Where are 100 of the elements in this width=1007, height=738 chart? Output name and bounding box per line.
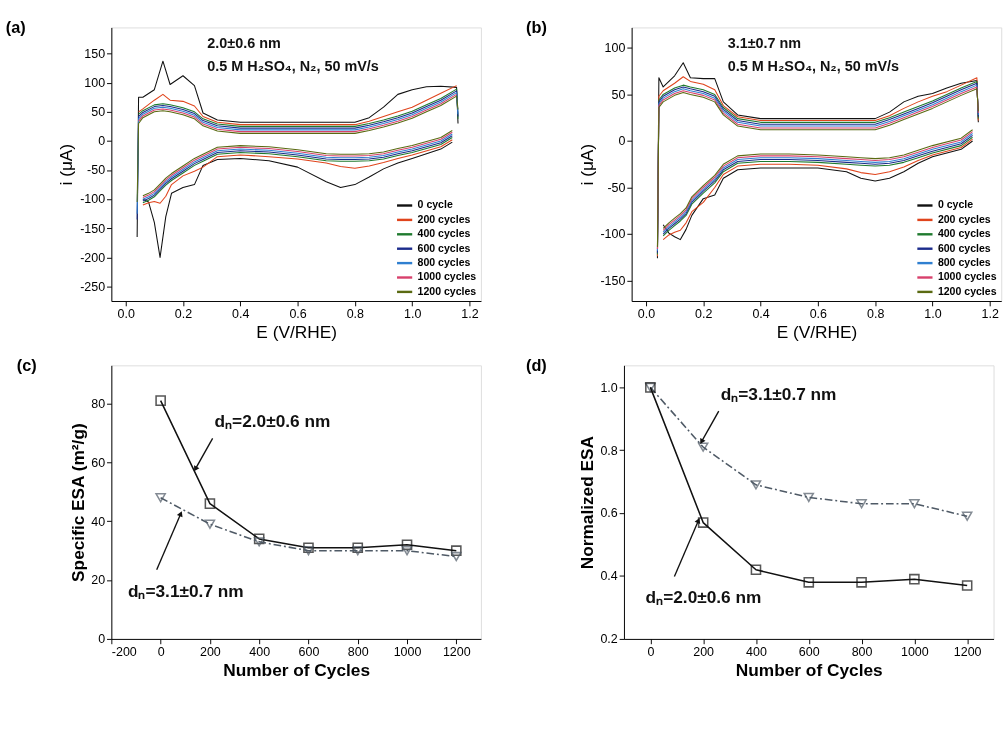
chart-title: (c) [16,356,37,375]
point [697,442,709,452]
point [803,577,815,588]
y-tick-label: 0.4 [600,569,618,584]
x-tick-label: 800 [347,644,369,659]
x-tick-label: 200 [693,644,715,659]
y-axis-title: Normalized ESA [576,435,597,570]
y-tick-label: -100 [80,192,106,207]
legend-label: 1200 cycles [937,284,997,297]
x-tick-label: 0.4 [752,306,770,321]
annotation: dₙ=2.0±0.6 nm [214,410,331,431]
annotation: 3.1±0.7 nm [727,34,802,51]
annotation: dₙ=2.0±0.6 nm [645,587,762,608]
y-tick-label: 40 [91,514,106,529]
y-tick-label: 0 [98,632,106,647]
legend-label: 0 cycle [937,198,974,211]
x-tick-label: 400 [249,644,271,659]
y-axis-title: i (μA) [576,143,597,186]
y-tick-label: 0.2 [600,632,618,647]
y-tick-label: 80 [91,396,106,411]
x-tick-label: 0.0 [637,306,656,321]
point [803,492,815,503]
y-tick-label: 60 [91,455,106,470]
x-tick-label: 1.0 [403,306,422,321]
y-tick-label: 0.6 [600,506,618,521]
point [750,564,762,576]
point [401,539,413,551]
legend-label: 400 cycles [937,227,991,240]
point [401,545,413,556]
x-tick-label: 800 [851,644,873,659]
x-tick-label: 0.8 [866,306,885,321]
point [204,498,216,509]
y-axis-title: Specific ESA (m²/g) [67,423,88,582]
y-tick-label: 1.0 [600,380,618,395]
x-tick-label: -200 [111,644,137,659]
x-tick-label: 0.4 [232,306,250,321]
annotation: 0.5 M H₂SO₄, N₂, 50 mV/s [727,57,900,74]
point [253,537,265,547]
y-tick-label: 100 [604,41,626,56]
legend-label: 600 cycles [417,241,471,254]
x-tick-label: 1000 [393,644,422,659]
y-tick-label: 0.8 [600,443,618,458]
x-tick-label: 0 [157,644,165,659]
x-axis-title: E (V/RHE) [776,321,858,342]
x-tick-label: 0.6 [289,306,307,321]
x-tick-label: 0.2 [174,306,193,321]
x-tick-label: 0.8 [346,306,365,321]
annotation: dₙ=3.1±0.7 nm [720,383,837,404]
annotation: dₙ=3.1±0.7 nm [127,580,244,601]
point [450,551,462,562]
point [204,519,216,529]
chart-title: (a) [5,18,26,37]
point [697,517,709,528]
x-axis-title: Number of Cycles [735,659,883,680]
y-tick-label: 50 [611,87,626,102]
point [856,577,867,588]
legend-label: 800 cycles [417,255,471,268]
x-tick-label: 0 [647,644,655,659]
point [450,545,462,556]
point [961,580,973,591]
x-tick-label: 1000 [900,644,929,659]
annotation: 2.0±0.6 nm [207,34,281,51]
legend-label: 1000 cycles [417,270,477,283]
y-tick-label: 50 [91,105,106,120]
y-tick-label: -100 [600,227,626,242]
x-tick-label: 600 [298,644,320,659]
x-tick-label: 1200 [442,644,471,659]
y-tick-label: 150 [84,46,106,61]
x-tick-label: 1.0 [924,306,942,321]
y-tick-label: -150 [600,273,626,288]
legend-label: 1200 cycles [417,284,477,297]
x-tick-label: 1200 [953,644,982,659]
legend-label: 800 cycles [937,255,991,268]
point [750,480,762,490]
point [856,498,867,509]
point [253,533,265,545]
legend-label: 200 cycles [937,212,991,225]
point [155,395,166,406]
x-tick-label: 1.2 [461,306,479,321]
x-tick-label: 400 [746,644,767,659]
y-tick-label: -150 [80,221,106,236]
y-tick-label: 100 [84,76,106,91]
y-tick-label: -50 [607,180,626,195]
x-axis-title: Number of Cycles [223,659,371,680]
y-tick-label: -250 [80,279,106,294]
y-tick-label: 20 [91,573,106,588]
legend-label: 200 cycles [417,212,471,225]
x-tick-label: 600 [798,644,820,659]
chart-title: (d) [525,356,547,375]
x-axis-title: E (V/RHE) [256,321,337,342]
x-tick-label: 1.2 [981,306,999,321]
x-tick-label: 0.0 [117,306,135,321]
x-tick-label: 0.2 [695,306,713,321]
annotation: 0.5 M H₂SO₄, N₂, 50 mV/s [207,57,379,74]
point [909,498,920,509]
y-tick-label: -200 [80,250,106,265]
legend-label: 600 cycles [937,241,991,254]
line-series [138,93,458,133]
x-tick-label: 0.6 [809,306,828,321]
y-axis-title: i (μA) [56,143,77,186]
